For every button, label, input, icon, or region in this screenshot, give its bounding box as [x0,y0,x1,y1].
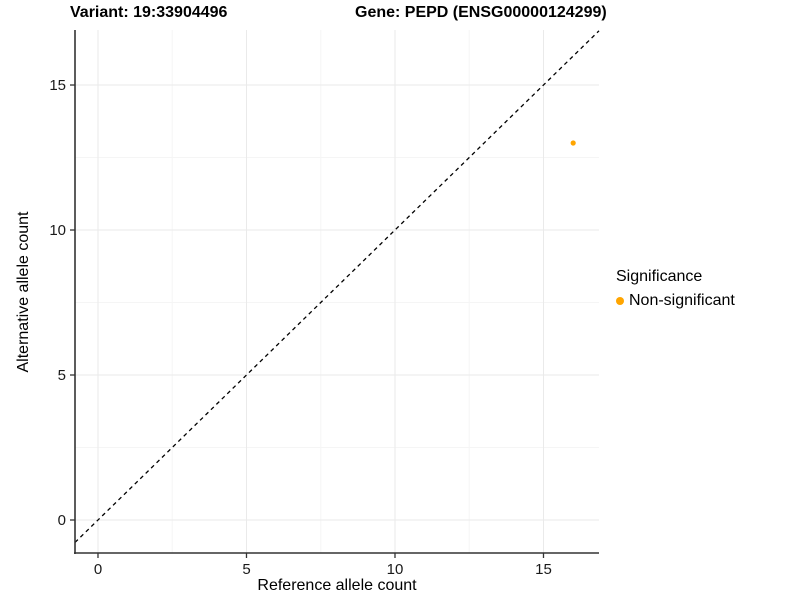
legend: Significance Non-significant [616,268,735,310]
x-tick-label: 15 [535,561,552,578]
x-axis-title: Reference allele count [257,577,417,594]
y-axis-title: Alternative allele count [15,211,32,373]
legend-item-non-significant: Non-significant [616,292,735,310]
y-tick-label: 15 [49,77,66,94]
legend-item-label: Non-significant [629,292,735,309]
identity-dashed-line [74,30,600,543]
x-tick-label: 10 [387,561,404,578]
x-tick-label: 5 [242,561,250,578]
y-tick-label: 5 [58,367,66,384]
legend-point-icon [616,297,624,305]
plot-title-gene: Gene: PEPD (ENSG00000124299) [355,4,607,21]
legend-title: Significance [616,268,703,285]
x-tick-label: 0 [94,561,102,578]
y-tick-label: 0 [58,512,66,529]
data-point [570,140,576,146]
plot-title-variant: Variant: 19:33904496 [70,4,228,21]
y-tick-label: 10 [49,222,66,239]
